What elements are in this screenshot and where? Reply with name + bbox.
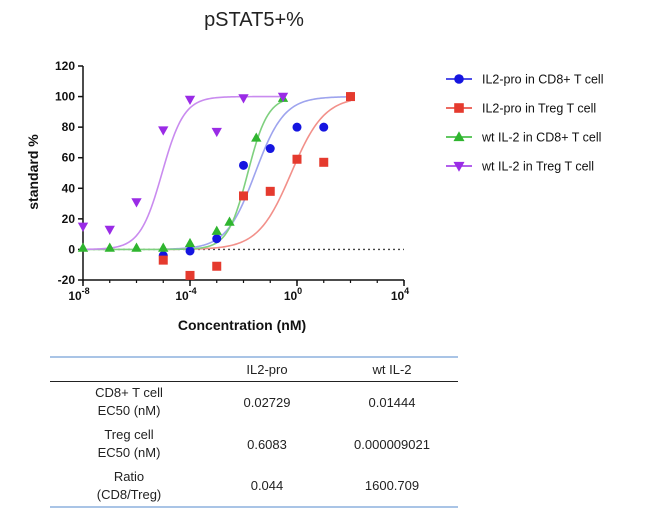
x-axis-title: Concentration (nM): [178, 317, 306, 333]
data-point-circle: [212, 234, 222, 244]
table-row: Ratio (CD8/Treg) 0.044 1600.709: [50, 465, 458, 507]
data-point-square: [158, 255, 168, 265]
table-cell: 0.01444: [368, 394, 416, 410]
data-point-triangle-up: [184, 237, 196, 248]
data-point-triangle-up: [224, 216, 235, 226]
data-point-square: [212, 261, 222, 271]
data-point-triangle-up: [211, 225, 222, 235]
y-tick-label: 80: [62, 120, 76, 134]
y-axis-title: standard %: [25, 134, 41, 210]
fit-curve: [163, 95, 351, 250]
table-header-il2-pro: IL2-pro: [246, 361, 288, 377]
data-point-square: [346, 92, 355, 102]
table-row: CD8+ T cell EC50 (nM) 0.02729 0.01444: [50, 381, 458, 423]
table-header-row: IL2-pro wt IL-2: [50, 357, 458, 381]
y-tick-label: 20: [62, 212, 76, 226]
data-point-triangle-up: [251, 132, 262, 142]
y-tick-label: -20: [58, 273, 76, 287]
y-tick-label: 60: [62, 151, 76, 165]
chart-legend: IL2-pro in CD8+ T cell IL2-pro in Treg T …: [446, 73, 603, 174]
data-point-triangle-down: [158, 126, 169, 136]
data-point-triangle-up: [104, 242, 115, 252]
table-header-blank: [50, 357, 208, 381]
legend-label: IL2-pro in Treg T cell: [482, 102, 596, 116]
table-header-wt-il2: wt IL-2: [372, 361, 412, 377]
table-cell: 0.044: [250, 478, 284, 493]
table-cell: 0.02729: [243, 394, 291, 410]
data-point-circle: [239, 160, 248, 170]
x-tick-label: 10-4: [175, 286, 196, 303]
data-point-circle: [454, 74, 464, 84]
data-point-square: [292, 154, 302, 164]
y-tick-label: 0: [68, 242, 75, 256]
row-label: CD8+ T cell EC50 (nM): [95, 385, 163, 419]
row-label: Ratio (CD8/Treg): [96, 468, 162, 502]
fit-curve: [83, 100, 284, 251]
table-cell: 1600.709: [364, 478, 420, 493]
x-tick-label: 10-8: [68, 286, 89, 303]
data-point-triangle-down: [277, 92, 289, 102]
data-point-circle: [292, 122, 302, 132]
row-label: Treg cell EC50 (nM): [97, 427, 161, 460]
data-point-triangle-down: [104, 225, 115, 235]
data-points: [77, 92, 355, 280]
data-point-square: [265, 186, 275, 196]
legend-label: wt IL-2 in CD8+ T cell: [481, 131, 601, 145]
data-point-triangle-down: [211, 127, 222, 138]
data-point-circle: [319, 122, 329, 132]
y-tick-label: 40: [62, 181, 76, 195]
data-point-square: [319, 157, 329, 167]
data-point-triangle-up: [453, 131, 465, 142]
ec50-summary-table: IL2-pro wt IL-2 CD8+ T cell EC50 (nM) 0.0…: [50, 356, 458, 508]
x-tick-label: 104: [391, 286, 409, 303]
data-point-triangle-up: [77, 242, 89, 252]
data-point-square: [454, 103, 464, 113]
legend-label: wt IL-2 in Treg T cell: [481, 160, 594, 174]
data-point-square: [185, 270, 195, 280]
data-point-triangle-down: [77, 222, 89, 232]
data-point-triangle-down: [453, 161, 465, 172]
table-row: Treg cell EC50 (nM) 0.6083 0.000009021: [50, 423, 458, 465]
data-point-triangle-down: [184, 95, 196, 106]
data-point-triangle-up: [131, 242, 142, 252]
data-point-triangle-down: [238, 94, 249, 104]
table-cell: 0.000009021: [354, 436, 430, 452]
y-tick-label: 100: [55, 90, 75, 104]
fit-curve: [82, 95, 284, 251]
chart-title: pSTAT5+%: [204, 9, 304, 31]
x-tick-label: 100: [284, 286, 302, 303]
data-point-circle: [185, 246, 195, 256]
legend-label: IL2-pro in CD8+ T cell: [482, 73, 603, 87]
data-point-triangle-down: [131, 198, 142, 208]
data-point-circle: [265, 144, 275, 154]
data-point-square: [239, 191, 248, 201]
y-tick-label: 120: [55, 59, 75, 73]
table-cell: 0.6083: [247, 436, 287, 452]
dose-response-chart: pSTAT5+% -20 0 20 40 60 80 100 120 10-8 10-4 100 10…: [25, 9, 603, 333]
chart-axes: -20 0 20 40 60 80 100 120 10-8 10-4 100 104: [55, 59, 409, 303]
data-point-triangle-up: [158, 242, 169, 252]
